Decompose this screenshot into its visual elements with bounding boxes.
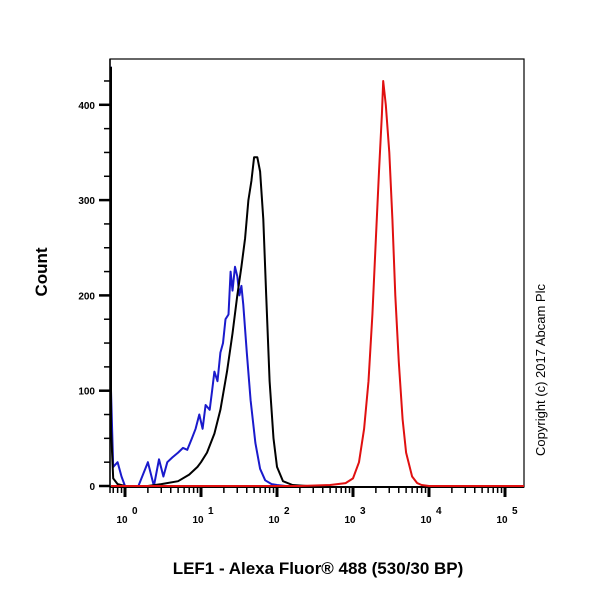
x-tick-label: 10 <box>268 515 280 526</box>
y-tick-label: 100 <box>78 387 95 398</box>
y-tick-label: 400 <box>78 101 95 112</box>
y-axis-title: Count <box>32 247 51 296</box>
x-tick-label: 10 <box>116 515 128 526</box>
x-tick-exponent: 5 <box>512 506 518 517</box>
x-tick-exponent: 4 <box>436 506 442 517</box>
y-tick-label: 200 <box>78 291 95 302</box>
series-layer <box>110 66 524 487</box>
histogram-series-blue <box>110 66 300 487</box>
y-tick-label: 0 <box>89 482 95 493</box>
x-tick-label: 10 <box>192 515 204 526</box>
y-axis: 0 100 200 300 400 <box>78 59 111 493</box>
x-tick-exponent: 2 <box>284 506 290 517</box>
x-axis: 10 0 10 1 10 2 10 3 10 4 10 5 <box>110 486 524 526</box>
histogram-series-red <box>111 80 524 487</box>
x-tick-label: 10 <box>344 515 356 526</box>
y-tick-label: 300 <box>78 196 95 207</box>
plot-frame <box>109 58 525 488</box>
x-tick-exponent: 0 <box>132 506 138 517</box>
x-tick-label: 10 <box>420 515 432 526</box>
x-tick-exponent: 3 <box>360 506 366 517</box>
copyright-notice: Copyright (c) 2017 Abcam Plc <box>533 284 548 456</box>
x-tick-label: 10 <box>496 515 508 526</box>
x-axis-title: LEF1 - Alexa Fluor® 488 (530/30 BP) <box>173 559 464 578</box>
x-tick-exponent: 1 <box>208 506 214 517</box>
